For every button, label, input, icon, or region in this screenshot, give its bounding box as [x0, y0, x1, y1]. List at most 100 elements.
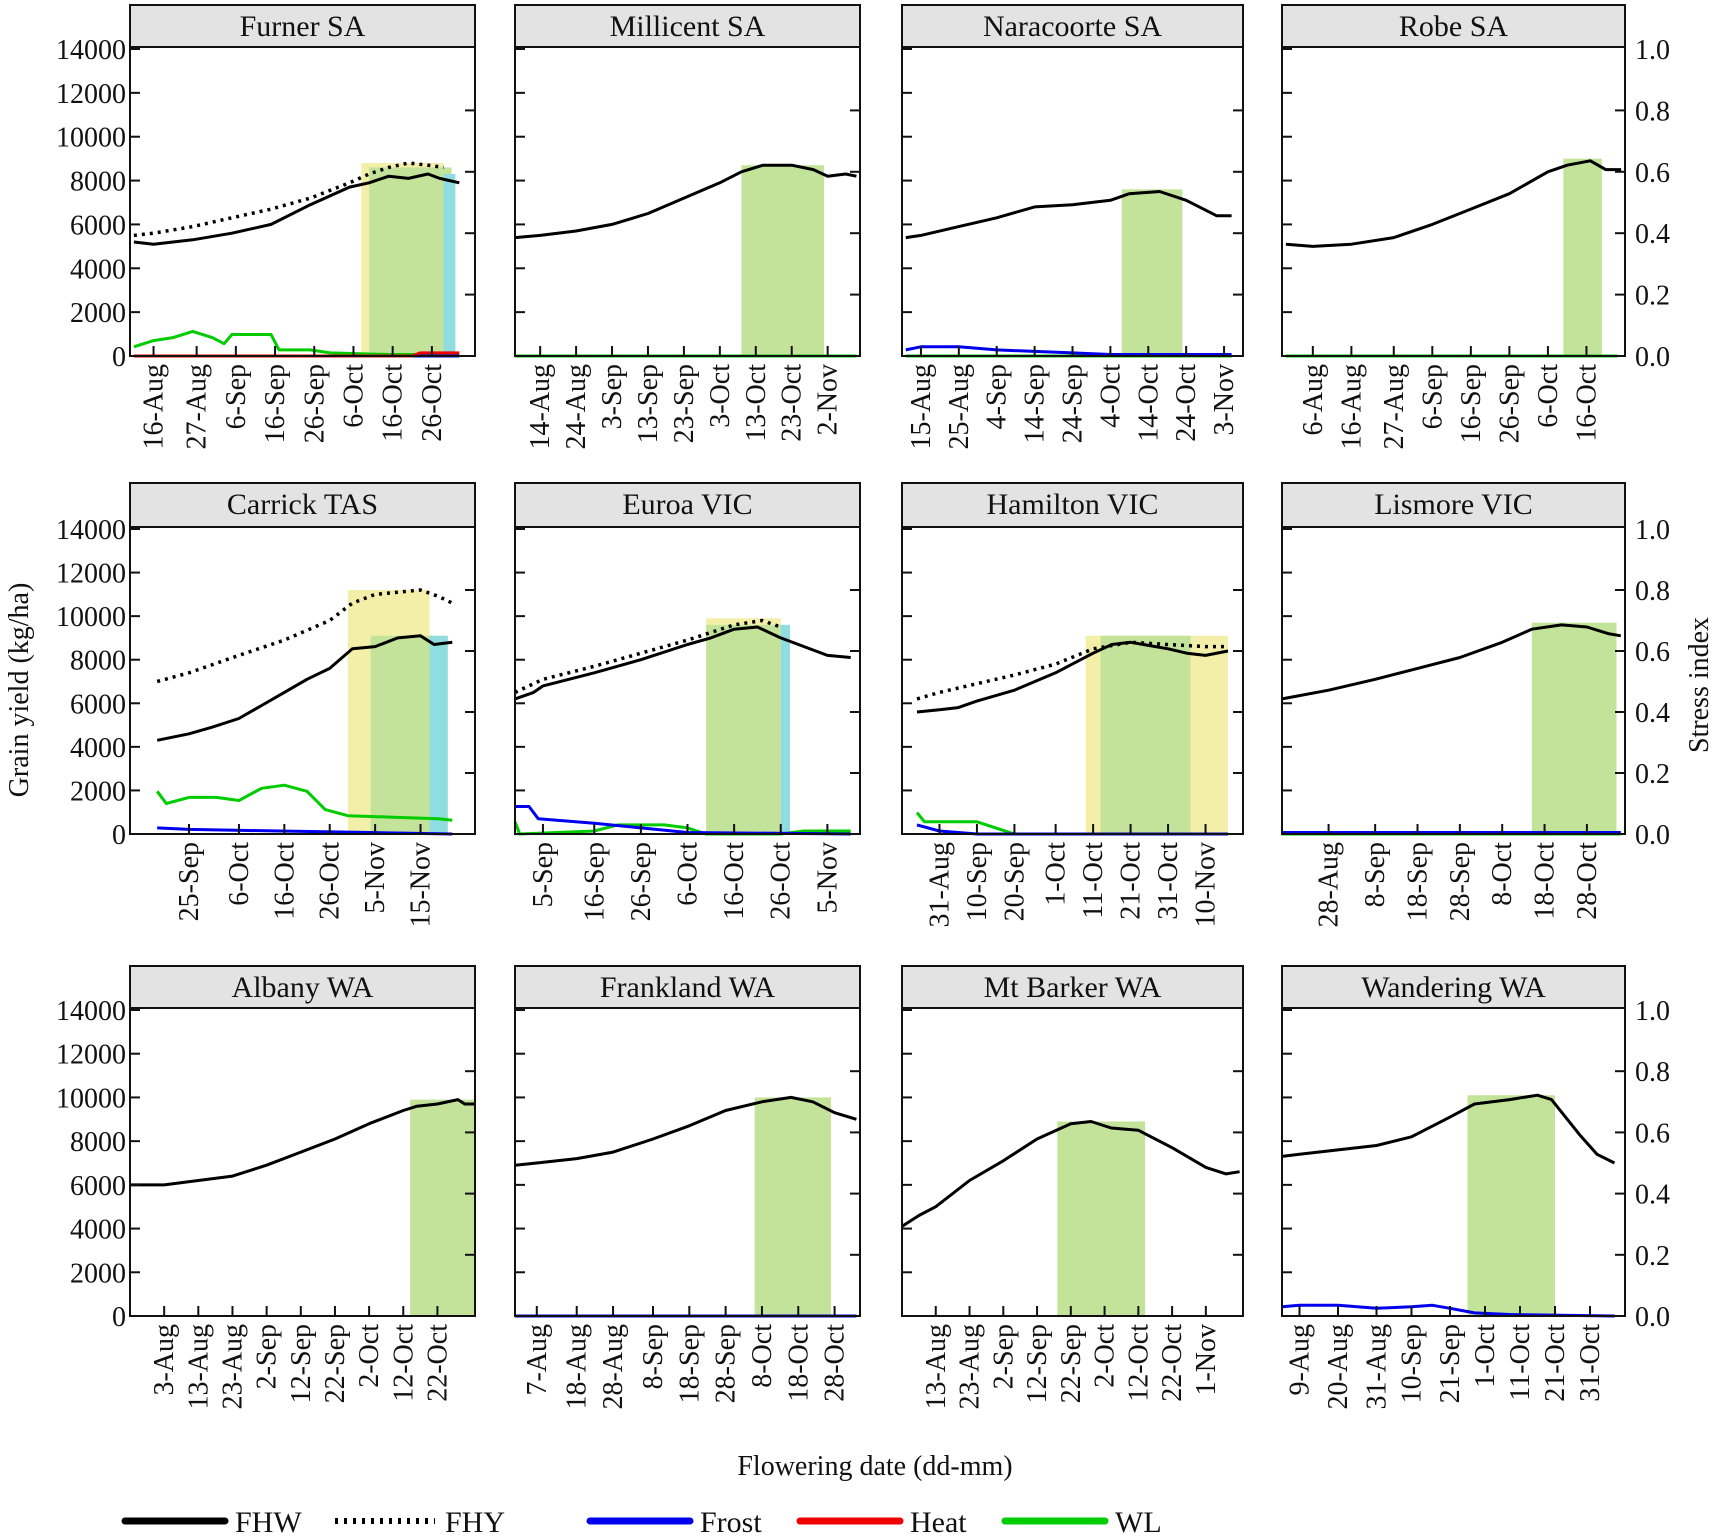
panel-strip	[901, 965, 1244, 1009]
x-tick-label: 16-Sep	[579, 842, 610, 921]
legend-label: FHW	[235, 1506, 302, 1536]
series-line-fhy	[133, 161, 444, 238]
x-tick-label: 3-Sep	[597, 364, 628, 429]
y-tick-label-right: 0.2	[1635, 1241, 1670, 1272]
x-tick-label: 2-Sep	[252, 1324, 283, 1389]
x-tick-label: 8-Oct	[1487, 842, 1518, 906]
x-tick-label: 8-Sep	[1360, 842, 1391, 907]
x-tick-label: 11-Oct	[1078, 842, 1109, 919]
x-tick-label: 26-Oct	[315, 842, 346, 920]
x-tick-label: 2-Oct	[1090, 1324, 1121, 1388]
legend-item-fhw: FHW	[121, 1506, 302, 1536]
x-tick-label: 18-Sep	[1403, 842, 1434, 921]
x-tick-label: 31-Oct	[1153, 842, 1184, 920]
x-tick-label: 22-Sep	[1056, 1324, 1087, 1403]
x-tick-label: 25-Sep	[174, 842, 205, 921]
flowering-band-green	[1100, 635, 1191, 834]
x-tick-label: 16-Oct	[1571, 364, 1602, 442]
legend-item-fhy: FHY	[335, 1506, 505, 1536]
x-tick-label: 28-Aug	[598, 1324, 629, 1410]
x-tick-label: 28-Aug	[1314, 842, 1345, 928]
series-line-fhw	[514, 163, 857, 240]
y-tick-label-left: 6000	[70, 210, 126, 241]
panel-frame	[129, 526, 476, 835]
y-tick-label-left: 2000	[70, 298, 126, 329]
panel-title: Albany WA	[232, 971, 374, 1004]
x-tick-label: 28-Oct	[820, 1324, 851, 1402]
y-tick-label-right: 0.0	[1635, 342, 1670, 373]
panel-frame	[901, 1007, 1244, 1317]
panel-mt-barker-wa: Mt Barker WA 13-Aug 23-Aug 2-Sep 12-Sep 22-Se…	[901, 965, 1244, 1410]
x-tick-label: 11-Oct	[1505, 1324, 1536, 1401]
flowering-band-green	[1563, 158, 1602, 356]
y-tick-label-right: 0.8	[1635, 96, 1670, 127]
x-tick-label: 26-Sep	[1494, 364, 1525, 443]
y-tick-label-left: 8000	[70, 1127, 126, 1158]
y-tick-label-right: 0.0	[1635, 820, 1670, 851]
x-tick-label: 14-Aug	[525, 364, 556, 450]
flowering-band-cyan	[443, 173, 456, 356]
flowering-band-green	[1121, 189, 1183, 356]
x-tick-label: 8-Oct	[747, 1324, 778, 1388]
panel-title: Euroa VIC	[622, 488, 752, 521]
y-tick-label-right: 0.8	[1635, 1057, 1670, 1088]
y-tick-label-left: 12000	[56, 559, 126, 590]
x-tick-label: 5-Nov	[812, 842, 843, 914]
series-line-fhw	[1281, 623, 1622, 701]
series-line-fhw	[130, 1098, 475, 1187]
panel-wandering-wa: Wandering WA 9-Aug 20-Aug 31-Aug 10-Sep 21-Se…	[1281, 965, 1670, 1410]
panel-strip	[1281, 482, 1626, 528]
y-tick-label-left: 14000	[56, 996, 126, 1027]
panel-frankland-wa: Frankland WA 7-Aug 18-Aug 28-Aug 8-Sep 18-Sep…	[514, 965, 861, 1410]
panel-naracoorte-sa: Naracoorte SA 15-Aug 25-Aug 4-Sep 14-Sep 24-S…	[901, 4, 1244, 450]
panel-strip	[901, 482, 1244, 528]
panel-euroa-vic: Euroa VIC 5-Sep 16-Sep 26-Sep 6-Oct 16-Oct 26-…	[513, 482, 861, 921]
series-line-fhy	[916, 640, 1228, 701]
y-tick-label-left: 0	[112, 1302, 126, 1333]
x-tick-label: 2-Sep	[988, 1324, 1019, 1389]
x-tick-label: 3-Oct	[705, 364, 736, 428]
flowering-band-green	[410, 1099, 475, 1316]
y-tick-label-right: 0.2	[1635, 759, 1670, 790]
x-tick-label: 21-Oct	[1540, 1324, 1571, 1402]
x-tick-label: 1-Oct	[1041, 842, 1072, 906]
x-tick-label: 23-Oct	[777, 364, 808, 442]
series-line-fhw	[1285, 159, 1622, 248]
x-tick-label: 18-Oct	[783, 1324, 814, 1402]
x-tick-label: 31-Oct	[1575, 1324, 1606, 1402]
x-tick-label: 6-Oct	[1533, 364, 1564, 428]
x-tick-label: 26-Oct	[766, 842, 797, 920]
series-line-fhw	[905, 190, 1232, 240]
x-tick-label: 22-Sep	[320, 1324, 351, 1403]
flowering-band-green	[1057, 1121, 1146, 1316]
x-tick-label: 26-Sep	[626, 842, 657, 921]
series-line-wl	[133, 329, 460, 356]
x-tick-label: 26-Oct	[417, 364, 448, 442]
y-tick-label-right: 0.2	[1635, 281, 1670, 312]
y-tick-label-left: 10000	[56, 123, 126, 154]
legend-item-frost: Frost	[586, 1506, 762, 1536]
flowering-band-green	[754, 1097, 831, 1316]
y-tick-label-left: 12000	[56, 79, 126, 110]
x-tick-label: 8-Sep	[638, 1324, 669, 1389]
series-line-fhw	[514, 625, 851, 701]
panel-frame	[1281, 1007, 1626, 1317]
x-tick-label: 10-Nov	[1191, 842, 1222, 928]
x-tick-label: 5-Sep	[528, 842, 559, 907]
x-tick-label: 13-Aug	[921, 1324, 952, 1410]
series-line-fhw	[156, 634, 453, 742]
x-tick-label: 21-Oct	[1116, 842, 1147, 920]
x-tick-label: 2-Nov	[813, 364, 844, 436]
series-line-fhw	[133, 172, 460, 246]
flowering-band-cyan	[780, 624, 791, 834]
legend-item-heat: Heat	[796, 1506, 967, 1536]
panel-title: Robe SA	[1399, 10, 1509, 43]
y-tick-label-right: 0.6	[1635, 637, 1670, 668]
panel-title: Wandering WA	[1361, 971, 1546, 1004]
panel-strip	[1281, 4, 1626, 48]
x-tick-label: 28-Sep	[711, 1324, 742, 1403]
x-tick-label: 16-Oct	[719, 842, 750, 920]
y-tick-label-left: 4000	[70, 733, 126, 764]
y-tick-label-left: 14000	[56, 515, 126, 546]
